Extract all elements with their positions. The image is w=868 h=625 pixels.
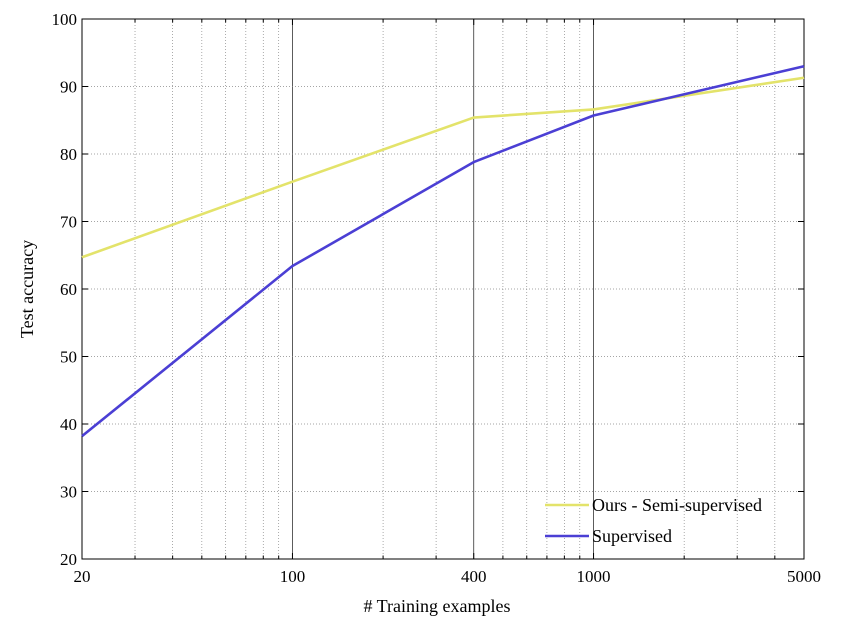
y-tick-label: 80 [60,145,77,164]
y-tick-label: 90 [60,78,77,97]
y-axis-ticks: 20 30 40 50 60 70 80 90 100 [52,10,78,569]
y-tick-label: 100 [52,10,78,29]
series-line [81,64,805,438]
y-tick-label: 50 [60,348,77,367]
y-tick-label: 60 [60,280,77,299]
x-tick-label: 1000 [577,567,611,586]
series-line [81,76,805,259]
x-axis-ticks: 20 100 400 1000 5000 [74,567,822,586]
y-tick-label: 30 [60,483,77,502]
y-tick-label: 70 [60,213,77,232]
x-tick-label: 100 [280,567,306,586]
series-lines [81,64,805,438]
legend: Ours - Semi-supervised Supervised [545,495,762,546]
x-tick-label: 20 [74,567,91,586]
grid [82,19,804,559]
plot-area [81,18,805,560]
y-tick-label: 20 [60,550,77,569]
y-tick-label: 40 [60,415,77,434]
x-axis-label: # Training examples [364,596,511,616]
x-tick-label: 400 [461,567,487,586]
legend-label: Ours - Semi-supervised [592,495,762,515]
legend-label: Supervised [592,526,672,546]
y-axis-label: Test accuracy [17,240,37,338]
x-tick-label: 5000 [787,567,821,586]
